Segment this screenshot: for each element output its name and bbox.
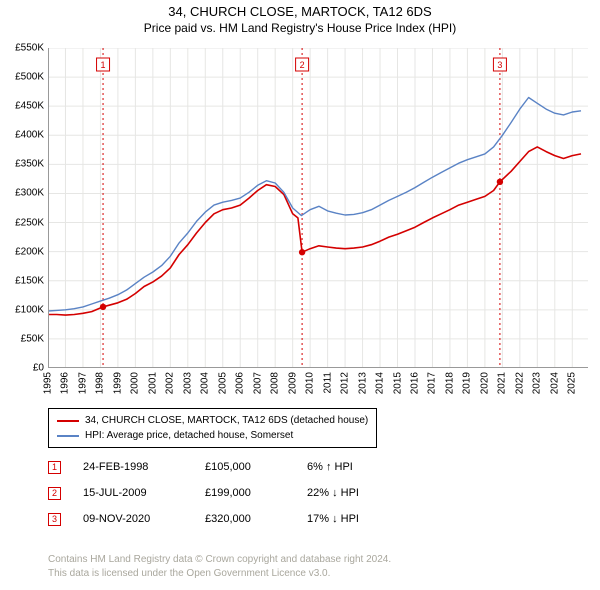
x-tick-label: 2006: [235, 372, 246, 394]
sale-date: 24-FEB-1998: [83, 461, 183, 473]
sale-row: 2 15-JUL-2009 £199,000 22% ↓ HPI: [48, 480, 397, 506]
legend-swatch: [57, 435, 79, 437]
x-tick-label: 2019: [462, 372, 473, 394]
y-tick-label: £550K: [0, 43, 44, 54]
x-tick-label: 2020: [479, 372, 490, 394]
x-tick-label: 2005: [217, 372, 228, 394]
sale-marker-box: 2: [48, 487, 61, 500]
sale-marker-box: 3: [48, 513, 61, 526]
x-tick-label: 2012: [340, 372, 351, 394]
x-tick-label: 2013: [357, 372, 368, 394]
svg-text:2: 2: [300, 60, 305, 70]
x-tick-label: 2022: [514, 372, 525, 394]
footer: Contains HM Land Registry data © Crown c…: [48, 553, 391, 580]
x-tick-label: 2000: [130, 372, 141, 394]
x-tick-label: 1999: [112, 372, 123, 394]
footer-line1: Contains HM Land Registry data © Crown c…: [48, 553, 391, 567]
sales-table: 1 24-FEB-1998 £105,000 6% ↑ HPI 2 15-JUL-2009…: [48, 454, 397, 532]
legend: 34, CHURCH CLOSE, MARTOCK, TA12 6DS (det…: [48, 408, 377, 448]
sale-delta: 17% ↓ HPI: [307, 513, 397, 525]
y-tick-label: £150K: [0, 275, 44, 286]
sale-date: 09-NOV-2020: [83, 513, 183, 525]
y-tick-label: £100K: [0, 304, 44, 315]
svg-text:3: 3: [497, 60, 502, 70]
sale-date: 15-JUL-2009: [83, 487, 183, 499]
x-tick-label: 1997: [77, 372, 88, 394]
y-tick-label: £400K: [0, 130, 44, 141]
plot-area: 1 2 3: [48, 48, 588, 368]
x-tick-label: 2008: [270, 372, 281, 394]
x-tick-label: 2014: [375, 372, 386, 394]
legend-label: HPI: Average price, detached house, Some…: [85, 430, 293, 441]
x-tick-label: 2021: [497, 372, 508, 394]
x-tick-label: 2003: [182, 372, 193, 394]
x-tick-label: 2009: [287, 372, 298, 394]
sale-delta: 22% ↓ HPI: [307, 487, 397, 499]
sale-price: £199,000: [205, 487, 285, 499]
sale-marker-box: 1: [48, 461, 61, 474]
x-tick-label: 1995: [43, 372, 54, 394]
sale-price: £105,000: [205, 461, 285, 473]
title-sub: Price paid vs. HM Land Registry's House …: [0, 21, 600, 35]
x-tick-label: 2018: [444, 372, 455, 394]
sale-delta: 6% ↑ HPI: [307, 461, 397, 473]
y-tick-label: £50K: [0, 333, 44, 344]
x-tick-label: 2024: [549, 372, 560, 394]
x-tick-label: 2025: [567, 372, 578, 394]
x-tick-label: 2010: [305, 372, 316, 394]
x-tick-label: 2002: [165, 372, 176, 394]
x-tick-label: 2015: [392, 372, 403, 394]
x-tick-label: 2001: [147, 372, 158, 394]
legend-row: HPI: Average price, detached house, Some…: [57, 428, 368, 443]
y-tick-label: £0: [0, 363, 44, 374]
legend-swatch: [57, 420, 79, 422]
x-tick-label: 1996: [60, 372, 71, 394]
sale-row: 1 24-FEB-1998 £105,000 6% ↑ HPI: [48, 454, 397, 480]
x-tick-label: 2007: [252, 372, 263, 394]
titles: 34, CHURCH CLOSE, MARTOCK, TA12 6DS Pric…: [0, 4, 600, 35]
svg-text:1: 1: [101, 60, 106, 70]
sale-price: £320,000: [205, 513, 285, 525]
x-tick-label: 2004: [200, 372, 211, 394]
legend-label: 34, CHURCH CLOSE, MARTOCK, TA12 6DS (det…: [85, 415, 368, 426]
y-tick-label: £450K: [0, 101, 44, 112]
y-tick-label: £250K: [0, 217, 44, 228]
y-tick-label: £200K: [0, 246, 44, 257]
chart-frame: 34, CHURCH CLOSE, MARTOCK, TA12 6DS Pric…: [0, 0, 600, 590]
x-tick-label: 2017: [427, 372, 438, 394]
y-tick-label: £300K: [0, 188, 44, 199]
x-tick-label: 2016: [409, 372, 420, 394]
title-main: 34, CHURCH CLOSE, MARTOCK, TA12 6DS: [0, 4, 600, 19]
legend-row: 34, CHURCH CLOSE, MARTOCK, TA12 6DS (det…: [57, 413, 368, 428]
sale-row: 3 09-NOV-2020 £320,000 17% ↓ HPI: [48, 506, 397, 532]
y-tick-label: £500K: [0, 72, 44, 83]
x-tick-label: 2011: [322, 372, 333, 394]
x-tick-label: 1998: [95, 372, 106, 394]
footer-line2: This data is licensed under the Open Gov…: [48, 567, 391, 581]
y-tick-label: £350K: [0, 159, 44, 170]
x-tick-label: 2023: [532, 372, 543, 394]
plot-svg: 1 2 3: [48, 48, 588, 368]
